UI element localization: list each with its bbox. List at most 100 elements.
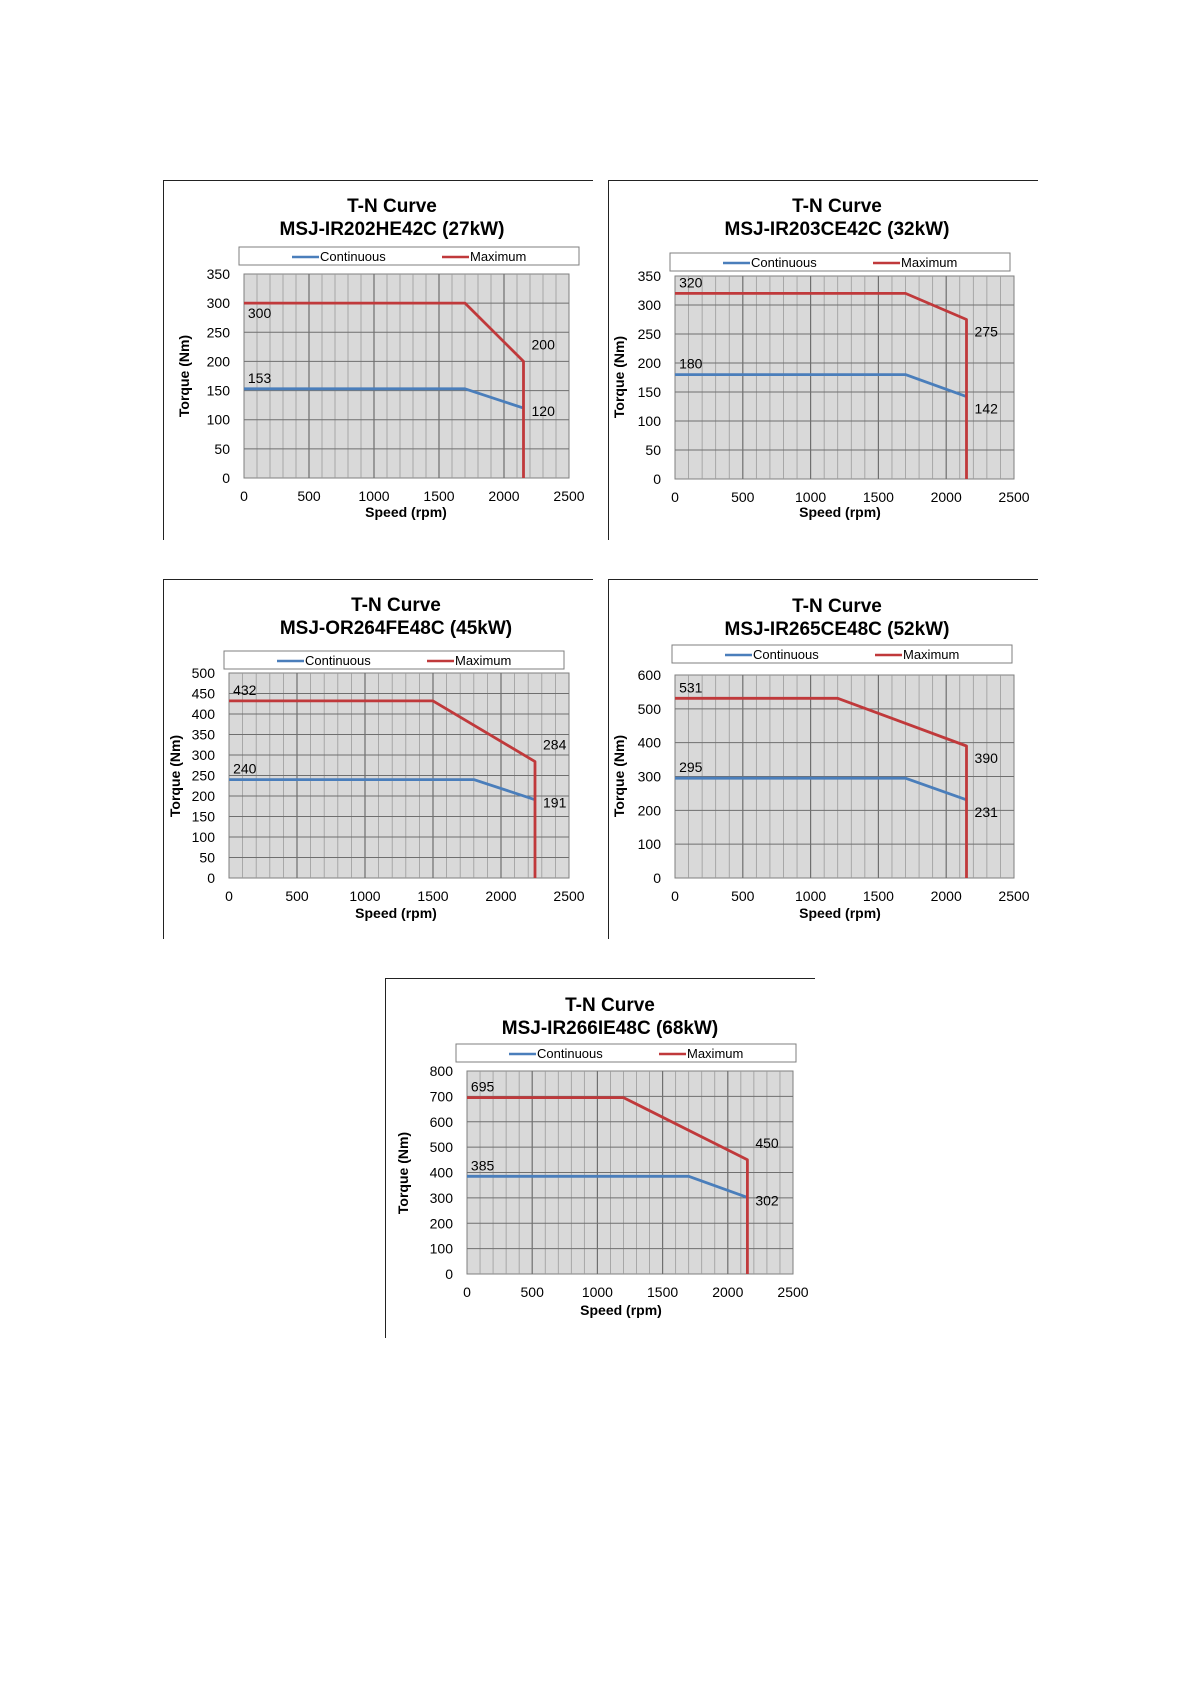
y-tick-label: 350 [638,268,662,284]
data-label: 120 [532,403,556,419]
series-line-continuous [244,387,524,410]
data-label: 432 [233,682,257,698]
chart-panel-ir265ce48c: T-N Curve MSJ-IR265CE48C (52kW) Continuo… [608,579,1038,939]
series-line-maximum [244,301,525,478]
y-axis-title: Torque (Nm) [176,335,192,417]
y-tick-label: 150 [638,384,662,400]
y-tick-label: 500 [638,701,662,717]
tick-labels: 0 50 100 150 200 250 300 350 400 450 500 0 500 1000 15… [192,665,585,904]
x-tick-label: 2000 [485,888,516,904]
series [229,699,537,878]
y-tick-label: 350 [207,266,231,282]
tick-labels: 0 50 100 150 200 250 300 350 0 500 1000 1500 2000 250… [638,268,1030,505]
x-axis-title: Speed (rpm) [580,1302,662,1318]
series [467,1096,749,1274]
chart-svg-ir265ce48c: T-N Curve MSJ-IR265CE48C (52kW) Continuo… [611,596,1030,921]
x-tick-label: 0 [463,1284,471,1300]
chart-subtitle: MSJ-OR264FE48C (45kW) [280,618,512,639]
y-tick-label: 500 [192,665,216,681]
x-axis-title: Speed (rpm) [799,504,881,520]
series [675,292,968,479]
x-tick-label: 2500 [998,489,1029,505]
legend-box [455,1043,797,1063]
data-label: 231 [975,804,999,820]
x-axis-title: Speed (rpm) [365,504,447,520]
data-label: 275 [975,324,999,340]
y-tick-label: 200 [638,802,662,818]
data-label: 240 [233,761,257,777]
x-tick-label: 1000 [795,888,826,904]
x-tick-label: 1000 [358,488,389,504]
x-tick-label: 1500 [423,488,454,504]
y-axis-title: Torque (Nm) [611,735,627,817]
x-tick-label: 500 [285,888,309,904]
y-tick-label: 400 [638,735,662,751]
x-tick-label: 2500 [998,888,1029,904]
chart-subtitle: MSJ-IR265CE48C (52kW) [725,619,950,640]
tick-labels: 0 50 100 150 200 250 300 350 0 500 1000 1500 2000 250… [207,266,585,504]
y-tick-label: 100 [192,829,216,845]
legend: Continuous Maximum [223,650,565,670]
data-labels: 300 153 200 120 [248,305,555,419]
chart-title: T-N Curve [347,196,437,217]
x-tick-label: 2500 [553,888,584,904]
x-tick-label: 2500 [553,488,584,504]
legend-continuous-label: Continuous [753,647,819,662]
y-tick-label: 0 [222,470,230,486]
y-axis-title: Torque (Nm) [611,336,627,418]
chart-panel-ir266ie48c: T-N Curve MSJ-IR266IE48C (68kW) Continuo… [385,978,815,1338]
y-tick-label: 200 [207,353,231,369]
y-tick-label: 50 [199,850,215,866]
y-tick-label: 600 [638,667,662,683]
chart-subtitle: MSJ-IR202HE42C (27kW) [280,219,505,240]
y-tick-label: 100 [207,412,231,428]
legend-continuous-label: Continuous [537,1046,603,1061]
y-tick-label: 100 [430,1241,454,1257]
chart-svg-or264fe48c: T-N Curve MSJ-OR264FE48C (45kW) Continuo… [167,595,585,921]
grid [675,276,1014,479]
y-tick-label: 50 [645,442,661,458]
y-tick-label: 300 [192,747,216,763]
legend-maximum-label: Maximum [901,255,957,270]
series-line-maximum [229,699,537,878]
y-tick-label: 300 [638,297,662,313]
plot-area [674,275,1015,480]
chart-subtitle: MSJ-IR203CE42C (32kW) [725,219,950,240]
tick-labels: 0 100 200 300 400 500 600 0 500 1000 1500 2000 2500 [638,667,1030,904]
legend-box [238,246,580,266]
y-tick-label: 400 [430,1165,454,1181]
data-labels: 531 295 390 231 [679,679,998,820]
y-tick-label: 150 [207,383,231,399]
x-tick-label: 500 [731,489,755,505]
legend-continuous-label: Continuous [320,249,386,264]
y-tick-label: 0 [653,870,661,886]
legend: Continuous Maximum [455,1043,797,1063]
y-tick-label: 0 [207,870,215,886]
chart-panel-or264fe48c: T-N Curve MSJ-OR264FE48C (45kW) Continuo… [163,579,593,939]
y-tick-label: 0 [445,1266,453,1282]
x-tick-label: 1500 [863,888,894,904]
y-tick-label: 600 [430,1114,454,1130]
y-tick-label: 350 [192,727,216,743]
series [675,696,968,878]
data-label: 284 [543,737,567,753]
x-tick-label: 0 [671,888,679,904]
x-tick-label: 2000 [931,489,962,505]
data-label: 142 [975,401,999,417]
x-tick-label: 0 [671,489,679,505]
y-tick-label: 450 [192,686,216,702]
x-axis-title: Speed (rpm) [355,905,437,921]
legend-box [669,252,1011,272]
data-label: 450 [755,1135,779,1151]
y-tick-label: 300 [638,769,662,785]
data-label: 695 [471,1079,495,1095]
x-tick-label: 1000 [582,1284,613,1300]
data-label: 390 [975,750,999,766]
chart-svg-ir266ie48c: T-N Curve MSJ-IR266IE48C (68kW) Continuo… [395,995,809,1318]
chart-svg-ir203ce42c: T-N Curve MSJ-IR203CE42C (32kW) Continuo… [611,196,1030,520]
x-tick-label: 0 [240,488,248,504]
x-tick-label: 2500 [777,1284,808,1300]
chart-subtitle: MSJ-IR266IE48C (68kW) [502,1018,718,1039]
y-tick-label: 200 [192,788,216,804]
y-tick-label: 100 [638,836,662,852]
